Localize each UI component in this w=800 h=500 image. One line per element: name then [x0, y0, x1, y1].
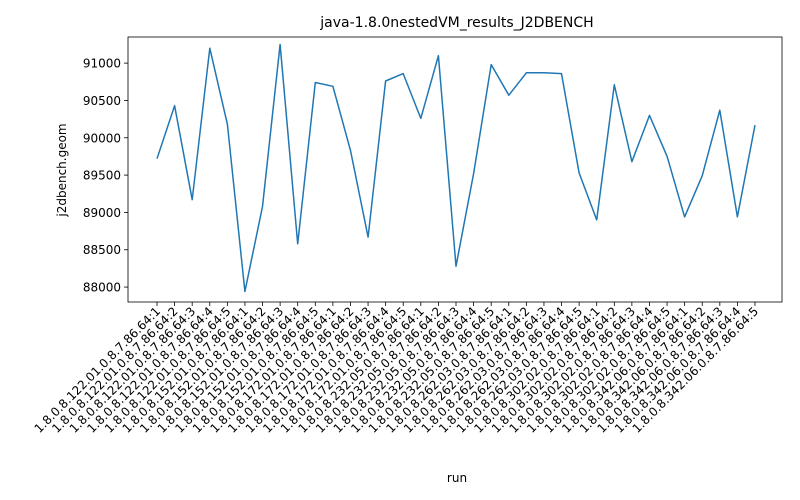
y-tick-label: 89500	[83, 169, 121, 183]
plot-frame	[127, 36, 783, 303]
series-line	[156, 43, 756, 293]
y-tick-label: 89000	[83, 206, 121, 220]
y-tick-label: 90500	[83, 94, 121, 108]
y-tick-label: 88500	[83, 243, 121, 257]
y-tick-label: 90000	[83, 131, 121, 145]
x-axis: 1.8.0.8.122.01.0.8.7.86.64:11.8.0.8.122.…	[32, 302, 761, 436]
chart-title: java-1.8.0nestedVM_results_J2DBENCH	[319, 15, 593, 31]
y-axis: 88000 88500 89000 89500 90000 90500 91000	[83, 57, 128, 295]
y-axis-title: j2dbench.geom	[55, 123, 69, 217]
y-tick-label: 88000	[83, 281, 121, 295]
y-tick-label: 91000	[83, 57, 121, 71]
series-layer	[156, 43, 756, 293]
plot-area	[127, 36, 783, 303]
x-axis-title: run	[447, 471, 467, 485]
